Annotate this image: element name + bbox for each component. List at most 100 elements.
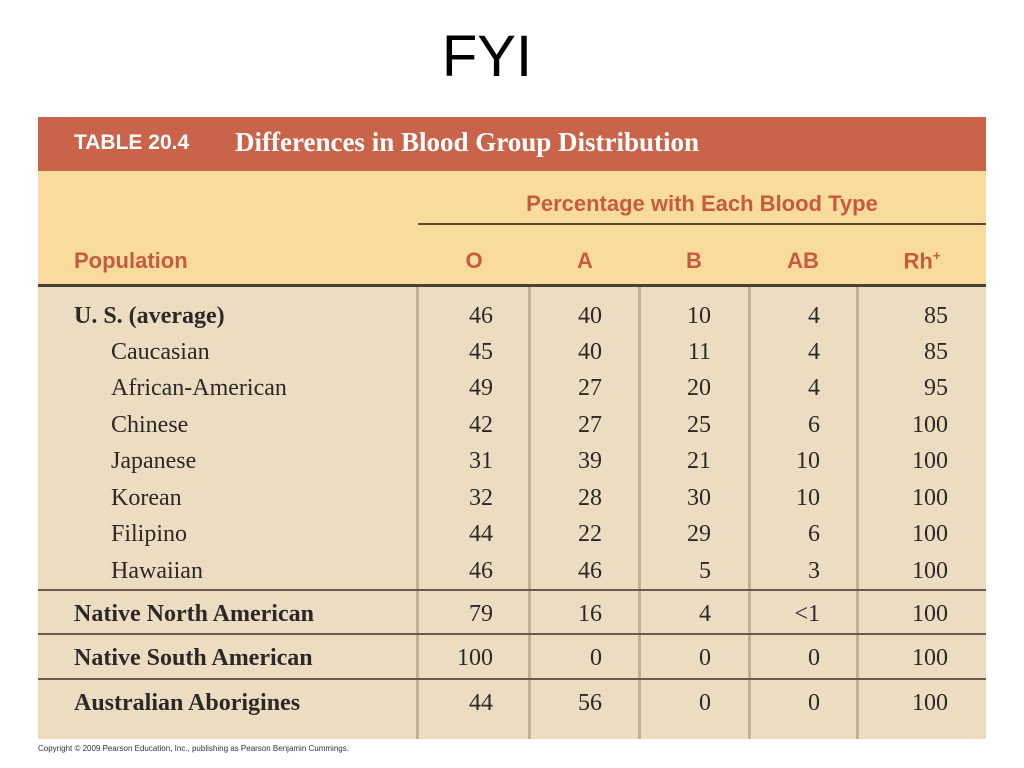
value-cell-a: 40 xyxy=(578,303,602,329)
value-cell-o: 32 xyxy=(469,485,493,511)
value-cell-a: 27 xyxy=(578,412,602,438)
table-row: African-American 49 27 20 4 95 xyxy=(38,370,986,406)
column-group-label: Percentage with Each Blood Type xyxy=(526,191,878,216)
population-name: Native South American xyxy=(74,645,313,671)
row-group-rule xyxy=(38,633,986,635)
value-cell-a: 0 xyxy=(590,645,602,671)
value-cell-o: 79 xyxy=(469,601,493,627)
population-name: Caucasian xyxy=(111,339,210,365)
column-divider xyxy=(748,287,751,739)
value-cell-b: 11 xyxy=(687,339,711,365)
table-number: TABLE 20.4 xyxy=(74,131,190,154)
table-caption: Differences in Blood Group Distribution xyxy=(235,127,700,157)
table-row: Korean 32 28 30 10 100 xyxy=(38,480,986,516)
value-cell-rh: 100 xyxy=(912,521,948,547)
table-row: Australian Aborigines 44 56 0 0 100 xyxy=(38,685,986,721)
value-cell-o: 49 xyxy=(469,375,493,401)
value-cell-a: 22 xyxy=(578,521,602,547)
header-rule xyxy=(38,284,986,287)
column-header-rh: Rh+ xyxy=(858,248,986,274)
value-cell-ab: 6 xyxy=(808,412,820,438)
table-row: Native South American 100 0 0 0 100 xyxy=(38,640,986,676)
table-row: Filipino 44 22 29 6 100 xyxy=(38,516,986,552)
blood-group-table: TABLE 20.4 Differences in Blood Group Di… xyxy=(38,117,986,739)
value-cell-o: 100 xyxy=(457,645,493,671)
population-name: Filipino xyxy=(111,521,188,547)
table-header: Percentage with Each Blood Type Populati… xyxy=(38,171,986,284)
value-cell-ab: 0 xyxy=(808,645,820,671)
column-divider xyxy=(638,287,641,739)
value-cell-o: 46 xyxy=(469,303,493,329)
value-cell-rh: 100 xyxy=(912,485,948,511)
value-cell-ab: 10 xyxy=(796,448,820,474)
value-cell-ab: 3 xyxy=(808,558,820,584)
value-cell-ab: 10 xyxy=(796,485,820,511)
population-header: Population xyxy=(74,248,188,273)
population-name: Korean xyxy=(111,485,182,511)
value-cell-ab: 4 xyxy=(808,303,820,329)
value-cell-b: 25 xyxy=(687,412,711,438)
value-cell-ab: <1 xyxy=(794,601,820,627)
table-row: Native North American 79 16 4 <1 100 xyxy=(38,596,986,632)
column-header-a: A xyxy=(577,248,593,273)
value-cell-rh: 100 xyxy=(912,448,948,474)
rh-superscript: + xyxy=(932,248,941,263)
value-cell-rh: 85 xyxy=(924,339,948,365)
rh-label: Rh xyxy=(903,248,933,274)
table-row: Hawaiian 46 46 5 3 100 xyxy=(38,553,986,589)
value-cell-rh: 85 xyxy=(924,303,948,329)
column-header-o: O xyxy=(465,248,483,273)
table-row: Chinese 42 27 25 6 100 xyxy=(38,407,986,443)
population-name: Native North American xyxy=(74,601,314,627)
table-row: Japanese 31 39 21 10 100 xyxy=(38,443,986,479)
column-divider xyxy=(416,287,419,739)
row-group-rule xyxy=(38,678,986,680)
value-cell-b: 30 xyxy=(687,485,711,511)
value-cell-o: 46 xyxy=(469,558,493,584)
value-cell-a: 56 xyxy=(578,690,602,716)
value-cell-a: 40 xyxy=(578,339,602,365)
value-cell-rh: 100 xyxy=(912,601,948,627)
value-cell-o: 44 xyxy=(469,690,493,716)
population-name: Australian Aborigines xyxy=(74,690,301,716)
value-cell-b: 20 xyxy=(687,375,711,401)
table-row: Caucasian 45 40 11 4 85 xyxy=(38,334,986,370)
value-cell-ab: 4 xyxy=(808,339,820,365)
value-cell-o: 45 xyxy=(469,339,493,365)
value-cell-o: 44 xyxy=(469,521,493,547)
population-name: U. S. (average) xyxy=(74,303,225,329)
value-cell-b: 4 xyxy=(699,601,711,627)
value-cell-a: 46 xyxy=(578,558,602,584)
row-group-rule xyxy=(38,589,986,591)
population-name: Chinese xyxy=(111,412,189,438)
value-cell-ab: 4 xyxy=(808,375,820,401)
column-header-ab: AB xyxy=(787,248,819,273)
table-row: U. S. (average) 46 40 10 4 85 xyxy=(38,298,986,334)
value-cell-rh: 100 xyxy=(912,412,948,438)
population-name: African-American xyxy=(111,375,287,401)
value-cell-a: 28 xyxy=(578,485,602,511)
value-cell-a: 16 xyxy=(578,601,602,627)
value-cell-b: 10 xyxy=(687,303,711,329)
population-name: Hawaiian xyxy=(111,558,203,584)
value-cell-ab: 6 xyxy=(808,521,820,547)
table-title-bar: TABLE 20.4 Differences in Blood Group Di… xyxy=(38,117,986,171)
value-cell-b: 21 xyxy=(687,448,711,474)
column-divider xyxy=(528,287,531,739)
column-divider xyxy=(856,287,859,739)
copyright-notice: Copyright © 2009 Pearson Education, Inc.… xyxy=(38,744,349,753)
value-cell-o: 42 xyxy=(469,412,493,438)
population-name: Japanese xyxy=(111,448,197,474)
value-cell-b: 5 xyxy=(699,558,711,584)
value-cell-rh: 95 xyxy=(924,375,948,401)
value-cell-b: 0 xyxy=(699,690,711,716)
value-cell-rh: 100 xyxy=(912,645,948,671)
column-header-b: B xyxy=(686,248,702,273)
value-cell-b: 0 xyxy=(699,645,711,671)
value-cell-b: 29 xyxy=(687,521,711,547)
value-cell-ab: 0 xyxy=(808,690,820,716)
value-cell-o: 31 xyxy=(469,448,493,474)
value-cell-rh: 100 xyxy=(912,690,948,716)
value-cell-a: 27 xyxy=(578,375,602,401)
value-cell-rh: 100 xyxy=(912,558,948,584)
